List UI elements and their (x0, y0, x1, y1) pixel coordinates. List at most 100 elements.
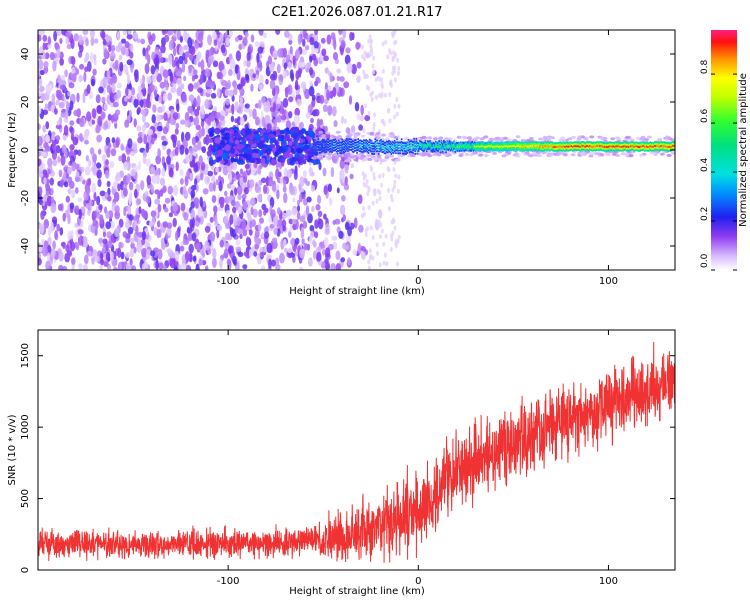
heatmap-cell (310, 185, 315, 192)
heatmap-cell (259, 41, 265, 48)
heatmap-cell (371, 235, 375, 240)
heatmap-cell (175, 161, 179, 172)
heatmap-cell (49, 177, 54, 186)
heatmap-cell (126, 33, 133, 40)
heatmap-cell (70, 56, 75, 65)
heatmap-cell (307, 213, 313, 224)
heatmap-cell (41, 51, 46, 60)
heatmap-cell (302, 170, 307, 178)
heatmap-cell (170, 30, 174, 36)
heatmap-cell (183, 45, 189, 51)
heatmap-cell (394, 240, 398, 246)
heatmap-cell (231, 103, 235, 115)
heatmap-cell (538, 137, 544, 141)
heatmap-cell (242, 200, 248, 211)
heatmap-cell (128, 214, 134, 221)
heatmap-cell (67, 166, 72, 176)
heatmap-cell (237, 251, 244, 258)
heatmap-cell (79, 117, 85, 128)
heatmap-cell (141, 230, 146, 241)
heatmap-cell (115, 138, 120, 148)
heatmap-cell (155, 68, 159, 77)
heatmap-cell (179, 178, 184, 185)
heatmap-cell (97, 178, 102, 188)
heatmap-cell (107, 113, 112, 121)
heatmap-cell (478, 153, 484, 157)
heatmap-cell (140, 38, 146, 45)
heatmap-cell (347, 226, 352, 237)
heatmap-cell (372, 157, 378, 161)
heatmap-cell (215, 167, 219, 173)
heatmap-cell (192, 217, 196, 228)
heatmap-cell (307, 257, 313, 267)
heatmap-cell (330, 263, 336, 270)
heatmap-cell (367, 152, 370, 154)
heatmap-cell (229, 58, 236, 70)
heatmap-cell (124, 96, 128, 102)
heatmap-cell (315, 204, 321, 211)
heatmap-cell (373, 112, 376, 118)
heatmap-cell (106, 147, 111, 158)
heatmap-cell (258, 99, 262, 110)
heatmap-cell (171, 134, 178, 144)
heatmap-cell (323, 139, 325, 141)
heatmap-cell (282, 97, 289, 108)
heatmap-cell (122, 187, 128, 197)
heatmap-cell (284, 135, 290, 142)
heatmap-cell (145, 190, 149, 198)
heatmap-cell (237, 105, 243, 115)
heatmap-cell (250, 34, 255, 43)
heatmap-cell (320, 37, 326, 44)
heatmap-cell (319, 118, 323, 125)
heatmap-cell (86, 111, 92, 122)
heatmap-cell (91, 119, 96, 125)
heatmap-cell (301, 193, 306, 200)
heatmap-cell (329, 90, 334, 99)
heatmap-cell (162, 126, 168, 135)
heatmap-cell (303, 242, 308, 251)
heatmap-cell (189, 154, 193, 162)
heatmap-cell (316, 151, 318, 154)
heatmap-cell (193, 144, 199, 152)
heatmap-cell (62, 241, 66, 250)
heatmap-cell (239, 116, 245, 126)
heatmap-cell (439, 149, 442, 152)
heatmap-cell (389, 135, 395, 139)
heatmap-cell (372, 175, 376, 181)
heatmap-cell (381, 68, 385, 74)
heatmap-cell (71, 73, 77, 83)
heatmap-cell (133, 118, 137, 128)
heatmap-cell (397, 103, 401, 109)
heatmap-cell (228, 68, 233, 76)
heatmap-cell (308, 86, 315, 97)
heatmap-cell (266, 254, 272, 260)
heatmap-cell (160, 44, 166, 54)
heatmap-cell (141, 238, 146, 246)
heatmap-cell (188, 64, 192, 74)
heatmap-cell (288, 111, 293, 119)
heatmap-cell (262, 32, 267, 39)
heatmap-cell (261, 96, 266, 104)
heatmap-cell (193, 197, 199, 206)
heatmap-cell (235, 50, 242, 62)
heatmap-cell (299, 121, 304, 130)
heatmap-cell (184, 251, 191, 262)
heatmap-cell (67, 188, 72, 195)
heatmap-cell (200, 59, 205, 71)
heatmap-cell (146, 195, 151, 204)
heatmap-cell (92, 153, 97, 163)
heatmap-cell (227, 79, 231, 90)
heatmap-cell (142, 155, 147, 164)
heatmap-cell (301, 128, 306, 132)
heatmap-cell (84, 166, 91, 176)
heatmap-cell (322, 104, 328, 113)
heatmap-cell (269, 61, 275, 73)
heatmap-cell (111, 137, 116, 144)
heatmap-cell (311, 205, 315, 212)
heatmap-cell (225, 37, 230, 47)
heatmap-cell (594, 152, 599, 155)
heatmap-cell (92, 249, 98, 258)
heatmap-cell (343, 183, 350, 191)
heatmap-cell (186, 227, 193, 234)
heatmap-cell (527, 153, 533, 157)
